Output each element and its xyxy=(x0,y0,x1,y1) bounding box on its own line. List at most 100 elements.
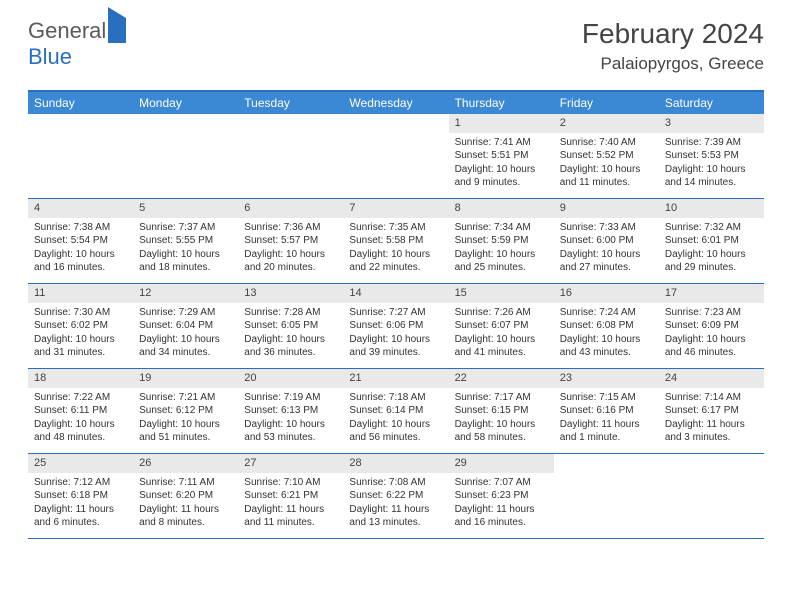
sunrise-line: Sunrise: 7:41 AM xyxy=(455,136,548,150)
day-number: 23 xyxy=(554,369,659,388)
day-cell: . xyxy=(133,114,238,198)
sunset-line: Sunset: 6:12 PM xyxy=(139,404,232,418)
daylight-line: Daylight: 10 hours and 25 minutes. xyxy=(455,248,548,275)
daylight-line: Daylight: 10 hours and 34 minutes. xyxy=(139,333,232,360)
day-number: 15 xyxy=(449,284,554,303)
day-body: Sunrise: 7:23 AMSunset: 6:09 PMDaylight:… xyxy=(659,303,764,366)
day-body: Sunrise: 7:18 AMSunset: 6:14 PMDaylight:… xyxy=(343,388,448,451)
day-number: 27 xyxy=(238,454,343,473)
sunrise-line: Sunrise: 7:39 AM xyxy=(665,136,758,150)
daylight-line: Daylight: 10 hours and 48 minutes. xyxy=(34,418,127,445)
sunset-line: Sunset: 6:04 PM xyxy=(139,319,232,333)
daylight-line: Daylight: 10 hours and 58 minutes. xyxy=(455,418,548,445)
daylight-line: Daylight: 11 hours and 11 minutes. xyxy=(244,503,337,530)
day-body: Sunrise: 7:36 AMSunset: 5:57 PMDaylight:… xyxy=(238,218,343,281)
sunrise-line: Sunrise: 7:14 AM xyxy=(665,391,758,405)
day-number: 20 xyxy=(238,369,343,388)
sunset-line: Sunset: 6:17 PM xyxy=(665,404,758,418)
day-body: Sunrise: 7:35 AMSunset: 5:58 PMDaylight:… xyxy=(343,218,448,281)
day-body: Sunrise: 7:27 AMSunset: 6:06 PMDaylight:… xyxy=(343,303,448,366)
day-of-week-cell: Tuesday xyxy=(238,92,343,114)
day-number: 7 xyxy=(343,199,448,218)
sunset-line: Sunset: 6:08 PM xyxy=(560,319,653,333)
day-body: Sunrise: 7:33 AMSunset: 6:00 PMDaylight:… xyxy=(554,218,659,281)
day-number: 25 xyxy=(28,454,133,473)
sunrise-line: Sunrise: 7:19 AM xyxy=(244,391,337,405)
day-number: 3 xyxy=(659,114,764,133)
day-number: 16 xyxy=(554,284,659,303)
sunrise-line: Sunrise: 7:28 AM xyxy=(244,306,337,320)
sunrise-line: Sunrise: 7:33 AM xyxy=(560,221,653,235)
sunset-line: Sunset: 5:57 PM xyxy=(244,234,337,248)
sunset-line: Sunset: 6:20 PM xyxy=(139,489,232,503)
day-cell: 24Sunrise: 7:14 AMSunset: 6:17 PMDayligh… xyxy=(659,369,764,453)
day-cell: 13Sunrise: 7:28 AMSunset: 6:05 PMDayligh… xyxy=(238,284,343,368)
month-title: February 2024 xyxy=(582,18,764,50)
day-body: Sunrise: 7:22 AMSunset: 6:11 PMDaylight:… xyxy=(28,388,133,451)
sunrise-line: Sunrise: 7:22 AM xyxy=(34,391,127,405)
day-number: 21 xyxy=(343,369,448,388)
sunset-line: Sunset: 6:07 PM xyxy=(455,319,548,333)
day-body: Sunrise: 7:34 AMSunset: 5:59 PMDaylight:… xyxy=(449,218,554,281)
day-cell: 26Sunrise: 7:11 AMSunset: 6:20 PMDayligh… xyxy=(133,454,238,538)
brand-text: General Blue xyxy=(28,18,126,70)
daylight-line: Daylight: 10 hours and 43 minutes. xyxy=(560,333,653,360)
sunset-line: Sunset: 6:16 PM xyxy=(560,404,653,418)
day-body: Sunrise: 7:40 AMSunset: 5:52 PMDaylight:… xyxy=(554,133,659,196)
day-number: 5 xyxy=(133,199,238,218)
day-body: Sunrise: 7:41 AMSunset: 5:51 PMDaylight:… xyxy=(449,133,554,196)
day-number: 28 xyxy=(343,454,448,473)
day-cell: 7Sunrise: 7:35 AMSunset: 5:58 PMDaylight… xyxy=(343,199,448,283)
sunset-line: Sunset: 6:15 PM xyxy=(455,404,548,418)
daylight-line: Daylight: 10 hours and 27 minutes. xyxy=(560,248,653,275)
daylight-line: Daylight: 10 hours and 18 minutes. xyxy=(139,248,232,275)
day-cell: . xyxy=(238,114,343,198)
day-body: Sunrise: 7:39 AMSunset: 5:53 PMDaylight:… xyxy=(659,133,764,196)
daylight-line: Daylight: 11 hours and 3 minutes. xyxy=(665,418,758,445)
daylight-line: Daylight: 10 hours and 16 minutes. xyxy=(34,248,127,275)
daylight-line: Daylight: 10 hours and 9 minutes. xyxy=(455,163,548,190)
day-cell: 4Sunrise: 7:38 AMSunset: 5:54 PMDaylight… xyxy=(28,199,133,283)
day-of-week-cell: Friday xyxy=(554,92,659,114)
day-body: Sunrise: 7:29 AMSunset: 6:04 PMDaylight:… xyxy=(133,303,238,366)
day-cell: 23Sunrise: 7:15 AMSunset: 6:16 PMDayligh… xyxy=(554,369,659,453)
day-body: Sunrise: 7:26 AMSunset: 6:07 PMDaylight:… xyxy=(449,303,554,366)
day-number: 11 xyxy=(28,284,133,303)
brand-triangle-icon xyxy=(108,7,126,43)
sunrise-line: Sunrise: 7:23 AM xyxy=(665,306,758,320)
day-number: 10 xyxy=(659,199,764,218)
daylight-line: Daylight: 10 hours and 20 minutes. xyxy=(244,248,337,275)
sunrise-line: Sunrise: 7:32 AM xyxy=(665,221,758,235)
sunrise-line: Sunrise: 7:18 AM xyxy=(349,391,442,405)
day-cell: 18Sunrise: 7:22 AMSunset: 6:11 PMDayligh… xyxy=(28,369,133,453)
day-number: 26 xyxy=(133,454,238,473)
day-cell: 15Sunrise: 7:26 AMSunset: 6:07 PMDayligh… xyxy=(449,284,554,368)
day-cell: 28Sunrise: 7:08 AMSunset: 6:22 PMDayligh… xyxy=(343,454,448,538)
sunrise-line: Sunrise: 7:17 AM xyxy=(455,391,548,405)
day-number: 14 xyxy=(343,284,448,303)
day-body: Sunrise: 7:12 AMSunset: 6:18 PMDaylight:… xyxy=(28,473,133,536)
week-row: 18Sunrise: 7:22 AMSunset: 6:11 PMDayligh… xyxy=(28,369,764,454)
sunset-line: Sunset: 6:06 PM xyxy=(349,319,442,333)
day-of-week-cell: Thursday xyxy=(449,92,554,114)
day-body: Sunrise: 7:10 AMSunset: 6:21 PMDaylight:… xyxy=(238,473,343,536)
day-number: 22 xyxy=(449,369,554,388)
day-number: 4 xyxy=(28,199,133,218)
title-block: February 2024 Palaiopyrgos, Greece xyxy=(582,18,764,74)
day-body: Sunrise: 7:19 AMSunset: 6:13 PMDaylight:… xyxy=(238,388,343,451)
sunrise-line: Sunrise: 7:34 AM xyxy=(455,221,548,235)
day-number: 19 xyxy=(133,369,238,388)
day-cell: . xyxy=(659,454,764,538)
day-body: Sunrise: 7:15 AMSunset: 6:16 PMDaylight:… xyxy=(554,388,659,451)
day-of-week-cell: Wednesday xyxy=(343,92,448,114)
sunset-line: Sunset: 6:18 PM xyxy=(34,489,127,503)
location-subtitle: Palaiopyrgos, Greece xyxy=(582,54,764,74)
day-cell: 19Sunrise: 7:21 AMSunset: 6:12 PMDayligh… xyxy=(133,369,238,453)
day-body: Sunrise: 7:17 AMSunset: 6:15 PMDaylight:… xyxy=(449,388,554,451)
sunrise-line: Sunrise: 7:24 AM xyxy=(560,306,653,320)
sunset-line: Sunset: 6:14 PM xyxy=(349,404,442,418)
sunset-line: Sunset: 5:53 PM xyxy=(665,149,758,163)
day-body: Sunrise: 7:07 AMSunset: 6:23 PMDaylight:… xyxy=(449,473,554,536)
day-cell: . xyxy=(343,114,448,198)
sunrise-line: Sunrise: 7:11 AM xyxy=(139,476,232,490)
